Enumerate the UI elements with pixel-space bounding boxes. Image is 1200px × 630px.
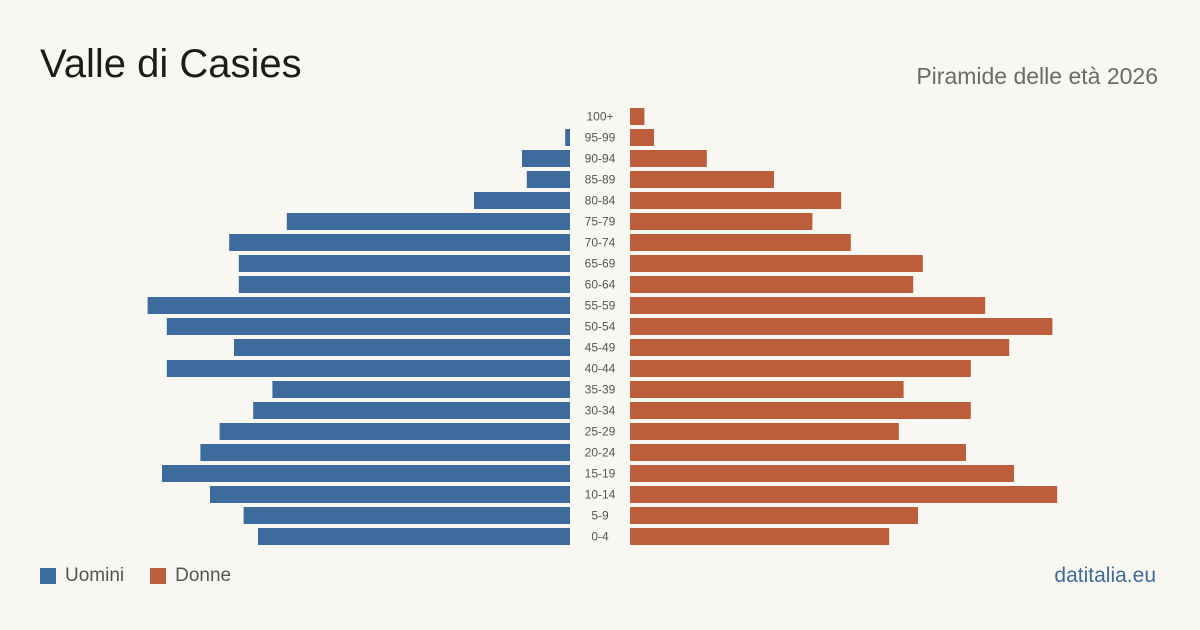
- age-label-40-44: 40-44: [585, 362, 616, 376]
- bar-women-10-14: [630, 486, 1058, 503]
- bar-men-45-49: [234, 339, 570, 356]
- bar-women-30-34: [630, 402, 971, 419]
- age-label-100plus: 100+: [586, 110, 613, 124]
- legend-label-women: Donne: [175, 565, 232, 586]
- legend-item-men: Uomini: [40, 565, 124, 587]
- bar-men-25-29: [219, 423, 570, 440]
- bar-men-90-94: [522, 150, 570, 167]
- age-label-15-19: 15-19: [585, 467, 616, 481]
- bar-men-40-44: [166, 360, 571, 377]
- legend-swatch-women: [150, 568, 167, 584]
- bar-women-45-49: [630, 339, 1010, 356]
- age-label-75-79: 75-79: [585, 215, 616, 229]
- bar-men-70-74: [229, 234, 570, 251]
- bar-men-55-59: [147, 297, 570, 314]
- bar-women-90-94: [630, 150, 707, 167]
- bar-women-55-59: [630, 297, 986, 314]
- age-label-65-69: 65-69: [585, 257, 616, 271]
- bar-men-5-9: [243, 507, 570, 524]
- bar-men-0-4: [258, 528, 570, 545]
- age-label-35-39: 35-39: [585, 383, 616, 397]
- bar-men-20-24: [200, 444, 570, 461]
- bar-women-20-24: [630, 444, 966, 461]
- age-label-0-4: 0-4: [591, 530, 609, 544]
- age-label-30-34: 30-34: [585, 404, 616, 418]
- age-label-10-14: 10-14: [585, 488, 616, 502]
- bar-men-75-79: [286, 213, 570, 230]
- legend: Uomini Donne: [40, 565, 257, 587]
- bar-women-95-99: [630, 129, 654, 146]
- age-label-60-64: 60-64: [585, 278, 616, 292]
- brand-link[interactable]: datitalia.eu: [1054, 564, 1156, 587]
- bar-men-60-64: [238, 276, 571, 293]
- bar-women-15-19: [630, 465, 1014, 482]
- age-label-25-29: 25-29: [585, 425, 616, 439]
- legend-item-women: Donne: [150, 565, 231, 587]
- chart-subtitle: Piramide delle età 2026: [916, 63, 1158, 89]
- bar-men-65-69: [238, 255, 571, 272]
- bar-women-100plus: [630, 108, 645, 125]
- age-label-90-94: 90-94: [585, 152, 616, 166]
- bar-men-80-84: [474, 192, 570, 209]
- bar-women-70-74: [630, 234, 851, 251]
- bar-men-35-39: [272, 381, 570, 398]
- bar-men-95-99: [565, 129, 570, 146]
- bar-women-25-29: [630, 423, 899, 440]
- bar-men-85-89: [526, 171, 570, 188]
- bar-men-10-14: [210, 486, 570, 503]
- age-label-85-89: 85-89: [585, 173, 616, 187]
- age-label-70-74: 70-74: [585, 236, 616, 250]
- age-label-45-49: 45-49: [585, 341, 616, 355]
- legend-swatch-men: [40, 568, 56, 584]
- bar-women-65-69: [630, 255, 923, 272]
- age-label-55-59: 55-59: [585, 299, 616, 313]
- chart-title: Valle di Casies: [40, 42, 302, 86]
- age-label-20-24: 20-24: [585, 446, 616, 460]
- bar-women-50-54: [630, 318, 1053, 335]
- legend-label-men: Uomini: [65, 565, 125, 586]
- bar-men-15-19: [162, 465, 570, 482]
- bar-men-30-34: [253, 402, 570, 419]
- age-label-95-99: 95-99: [585, 131, 616, 145]
- bar-women-0-4: [630, 528, 890, 545]
- age-label-50-54: 50-54: [585, 320, 616, 334]
- age-label-80-84: 80-84: [585, 194, 616, 208]
- age-label-5-9: 5-9: [591, 509, 609, 523]
- bar-women-5-9: [630, 507, 918, 524]
- bar-women-35-39: [630, 381, 904, 398]
- bar-women-60-64: [630, 276, 914, 293]
- bar-women-40-44: [630, 360, 971, 377]
- bar-women-85-89: [630, 171, 774, 188]
- bar-men-50-54: [166, 318, 571, 335]
- bar-women-80-84: [630, 192, 842, 209]
- bar-women-75-79: [630, 213, 813, 230]
